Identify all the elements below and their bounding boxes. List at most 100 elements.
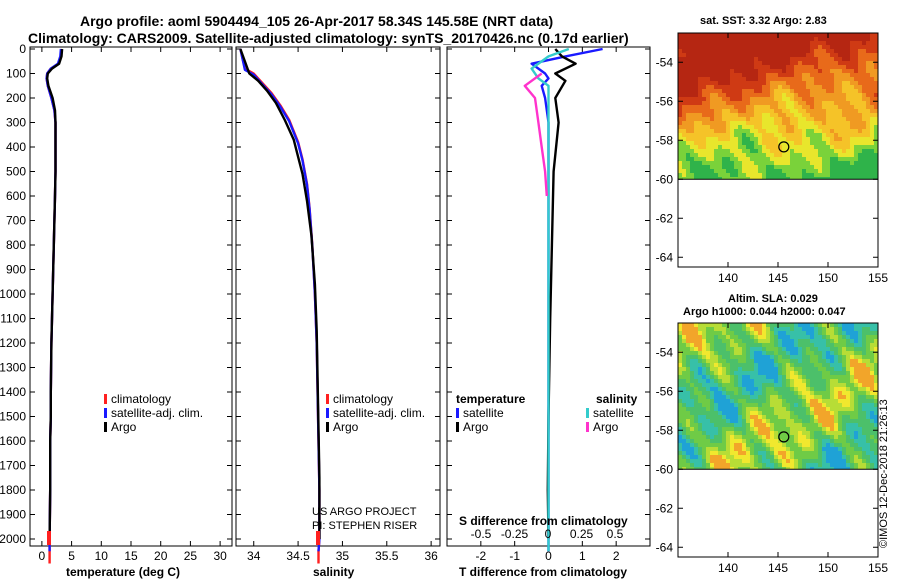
legend-label: satellite-adj. clim.	[333, 406, 426, 420]
map-cell	[830, 113, 834, 117]
map-cell	[738, 399, 742, 403]
map-cell	[698, 105, 702, 109]
map-cell	[858, 431, 862, 435]
map-cell	[742, 439, 746, 443]
map-cell	[822, 125, 826, 129]
map-cell	[726, 45, 730, 49]
map-cell	[842, 177, 846, 180]
map-cell	[838, 105, 842, 109]
map-cell	[806, 65, 810, 69]
map-cell	[706, 383, 710, 387]
map-cell	[794, 463, 798, 467]
map-cell	[770, 77, 774, 81]
map-cell	[862, 165, 866, 169]
map-cell	[842, 33, 846, 37]
map-cell	[758, 351, 762, 355]
map-cell	[790, 117, 794, 121]
map-cell	[786, 133, 790, 137]
map-cell	[858, 133, 862, 137]
map-cell	[874, 463, 878, 467]
map-cell	[846, 463, 850, 467]
map-cell	[734, 359, 738, 363]
map-cell	[694, 363, 698, 367]
map-cell	[698, 451, 702, 455]
map-cell	[758, 467, 762, 470]
map-cell	[706, 411, 710, 415]
y-tick-label: 400	[6, 140, 26, 154]
map-cell	[866, 177, 870, 180]
map-cell	[850, 33, 854, 37]
map-cell	[694, 379, 698, 383]
map-cell	[714, 455, 718, 459]
map-cell	[866, 463, 870, 467]
map-cell	[826, 141, 830, 145]
map-cell	[822, 169, 826, 173]
map-cell	[738, 403, 742, 407]
map-cell	[838, 33, 842, 37]
map-cell	[806, 359, 810, 363]
map-cell	[714, 105, 718, 109]
map-cell	[758, 37, 762, 41]
map-cell	[846, 33, 850, 37]
map-cell	[822, 467, 826, 470]
map-cell	[842, 355, 846, 359]
map-cell	[718, 467, 722, 470]
map-cell	[746, 109, 750, 113]
map-cell	[870, 157, 874, 161]
map-cell	[766, 165, 770, 169]
map-cell	[690, 101, 694, 105]
map-cell	[710, 331, 714, 335]
map-cell	[762, 339, 766, 343]
map-cell	[854, 399, 858, 403]
map-cell	[690, 37, 694, 41]
map-cell	[710, 415, 714, 419]
map-cell	[766, 367, 770, 371]
map-cell	[826, 81, 830, 85]
map-cell	[862, 423, 866, 427]
map-cell	[782, 69, 786, 73]
map-cell	[738, 129, 742, 133]
map-cell	[678, 443, 682, 447]
map-cell	[862, 45, 866, 49]
map-cell	[818, 113, 822, 117]
map-cell	[782, 399, 786, 403]
map-cell	[814, 85, 818, 89]
map-cell	[774, 419, 778, 423]
map-cell	[802, 65, 806, 69]
map-cell	[774, 141, 778, 145]
y-tick-label: 2000	[0, 532, 26, 546]
map-cell	[754, 33, 758, 37]
map-cell	[834, 403, 838, 407]
map-cell	[718, 435, 722, 439]
map-cell	[826, 327, 830, 331]
map-cell	[858, 137, 862, 141]
map-cell	[734, 371, 738, 375]
map-cell	[778, 331, 782, 335]
map-cell	[706, 435, 710, 439]
map-cell	[818, 419, 822, 423]
map-cell	[766, 125, 770, 129]
map-cell	[806, 77, 810, 81]
y-tick-label: 1800	[0, 483, 26, 497]
map-cell	[686, 97, 690, 101]
map-cell	[774, 161, 778, 165]
map-cell	[770, 347, 774, 351]
map-cell	[802, 443, 806, 447]
map-cell	[866, 467, 870, 470]
map-cell	[802, 177, 806, 180]
map-cell	[750, 149, 754, 153]
map-cell	[690, 419, 694, 423]
map-cell	[814, 73, 818, 77]
map-cell	[706, 463, 710, 467]
map-cell	[762, 395, 766, 399]
map-cell	[750, 331, 754, 335]
map-cell	[818, 367, 822, 371]
map-cell	[818, 173, 822, 177]
legend-swatch-argo	[456, 422, 459, 432]
map-cell	[698, 415, 702, 419]
map-cell	[786, 467, 790, 470]
map-cell	[806, 165, 810, 169]
map-cell	[846, 467, 850, 470]
map-cell	[870, 53, 874, 57]
map-cell	[678, 355, 682, 359]
